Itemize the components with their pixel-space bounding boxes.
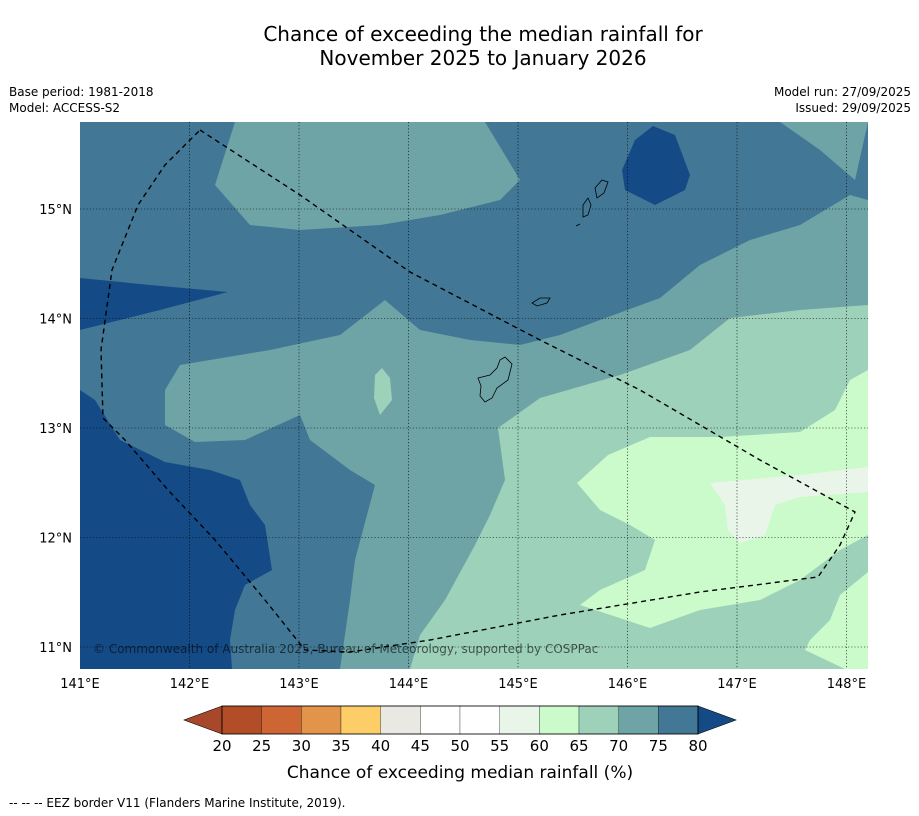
colorbar-over-arrow: [697, 705, 737, 735]
map-plot-area: © Commonwealth of Australia 2025, Bureau…: [80, 122, 868, 669]
meta-right: Model run: 27/09/2025 Issued: 29/09/2025: [774, 84, 911, 116]
island-saipan: [594, 179, 609, 199]
lon-tick-label: 141°E: [60, 677, 100, 692]
island-tinian: [582, 197, 592, 218]
colorbar: 20 25 30 35 40 45 50 55 60 65 70 75 80: [183, 705, 737, 755]
region-80plus-northwest: [80, 278, 228, 330]
colorbar-segment: [578, 705, 619, 735]
eez-legend-note: -- -- -- EEZ border V11 (Flanders Marine…: [9, 796, 346, 810]
lat-tick-label: 12°N: [39, 532, 72, 547]
lon-tick-label: 142°E: [170, 677, 210, 692]
lon-tick-label: 147°E: [717, 677, 757, 692]
island-aguijan: [575, 223, 581, 227]
graticule: [80, 122, 868, 669]
colorbar-tick-label: 50: [450, 737, 469, 755]
lon-tick-label: 144°E: [389, 677, 429, 692]
colorbar-segment: [340, 705, 381, 735]
colorbar-tick-label: 30: [292, 737, 311, 755]
latitude-ticks: 15°N 14°N 13°N 12°N 11°N: [39, 203, 72, 656]
region-70-75-north: [215, 122, 520, 230]
lon-tick-label: 145°E: [498, 677, 538, 692]
colorbar-under-arrow: [183, 705, 223, 735]
region-80plus-northeast: [622, 126, 690, 205]
colorbar-segment: [380, 705, 421, 735]
title-line-2: November 2025 to January 2026: [319, 46, 647, 70]
island-guam: [477, 356, 513, 403]
model-run: Model run: 27/09/2025: [773, 85, 911, 99]
colorbar-segment: [459, 705, 500, 735]
colorbar-tick-label: 65: [569, 737, 588, 755]
colorbar-segment: [539, 705, 580, 735]
lon-tick-label: 146°E: [608, 677, 648, 692]
colorbar-tick-label: 55: [490, 737, 509, 755]
base-period: Base period: 1981-2018: [9, 85, 154, 99]
lat-tick-label: 11°N: [39, 641, 72, 656]
region-65-70-patch: [374, 368, 392, 415]
colorbar-segment: [499, 705, 540, 735]
colorbar-tick-label: 75: [649, 737, 668, 755]
colorbar-tick-label: 70: [609, 737, 628, 755]
chart-title: Chance of exceeding the median rainfall …: [0, 22, 919, 70]
lat-tick-label: 15°N: [39, 203, 72, 218]
copyright-text: © Commonwealth of Australia 2025, Bureau…: [93, 642, 598, 656]
colorbar-tick-label: 40: [371, 737, 390, 755]
colorbar-segment: [221, 705, 262, 735]
issued-date: Issued: 29/09/2025: [795, 101, 911, 115]
meta-left: Base period: 1981-2018 Model: ACCESS-S2: [9, 84, 154, 116]
colorbar-segment: [618, 705, 659, 735]
lon-tick-label: 148°E: [827, 677, 867, 692]
colorbar-tick-label: 60: [530, 737, 549, 755]
region-80plus-west: [80, 390, 272, 669]
colorbar-segment: [301, 705, 342, 735]
colorbar-frame: [221, 705, 699, 735]
colorbar-segment: [658, 705, 699, 735]
colorbar-tick-label: 20: [212, 737, 231, 755]
region-60-65-south: [805, 572, 868, 669]
colorbar-tick-label: 45: [411, 737, 430, 755]
island-rota: [531, 297, 551, 307]
colorbar-tick-label: 25: [252, 737, 271, 755]
colorbar-segment: [261, 705, 302, 735]
lon-tick-label: 143°E: [279, 677, 319, 692]
colorbar-tick-label: 80: [688, 737, 707, 755]
colorbar-title: Chance of exceeding median rainfall (%): [287, 763, 633, 783]
colorbar-tick-label: 35: [331, 737, 350, 755]
colorbar-segment: [420, 705, 461, 735]
lat-tick-label: 13°N: [39, 422, 72, 437]
region-55-60: [710, 467, 868, 543]
lat-tick-label: 14°N: [39, 313, 72, 328]
longitude-ticks: 141°E 142°E 143°E 144°E 145°E 146°E 147°E 148°E: [60, 677, 866, 692]
title-line-1: Chance of exceeding the median rainfall …: [263, 22, 703, 46]
model-name: Model: ACCESS-S2: [9, 101, 121, 115]
